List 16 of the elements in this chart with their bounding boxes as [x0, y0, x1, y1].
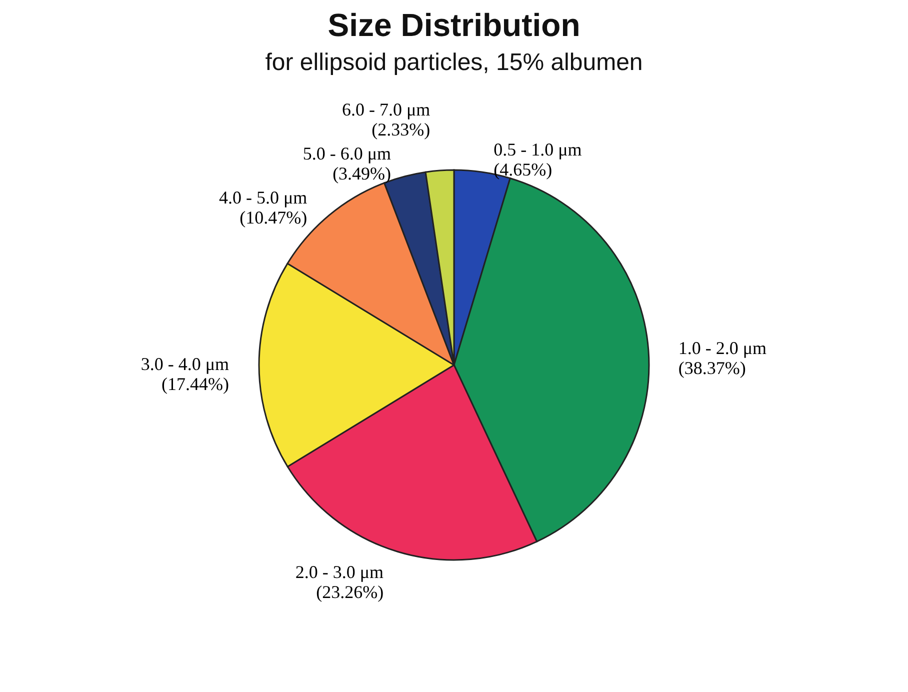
slice-label: 0.5 - 1.0 μm	[494, 139, 582, 160]
chart-subtitle: for ellipsoid particles, 15% albumen	[265, 49, 643, 76]
data-label: (3.49%)	[332, 163, 392, 184]
data-label: (2.33%)	[372, 119, 430, 140]
slice-label: 1.0 - 2.0 μm	[678, 338, 767, 358]
slice-label: 6.0 - 7.0 μm	[342, 99, 430, 120]
data-label: (17.44%)	[162, 374, 230, 394]
chart-title: Size Distribution	[328, 7, 580, 43]
data-label: (23.26%)	[316, 582, 384, 602]
data-label: (4.65%)	[494, 159, 552, 180]
data-label: (10.47%)	[240, 207, 308, 228]
slice-label: 3.0 - 4.0 μm	[140, 354, 229, 374]
slice-label: 2.0 - 3.0 μm	[295, 562, 384, 582]
data-label: (38.37%)	[678, 358, 746, 378]
slice-label: 4.0 - 5.0 μm	[218, 187, 308, 208]
slice-label: 5.0 - 6.0 μm	[302, 143, 392, 164]
